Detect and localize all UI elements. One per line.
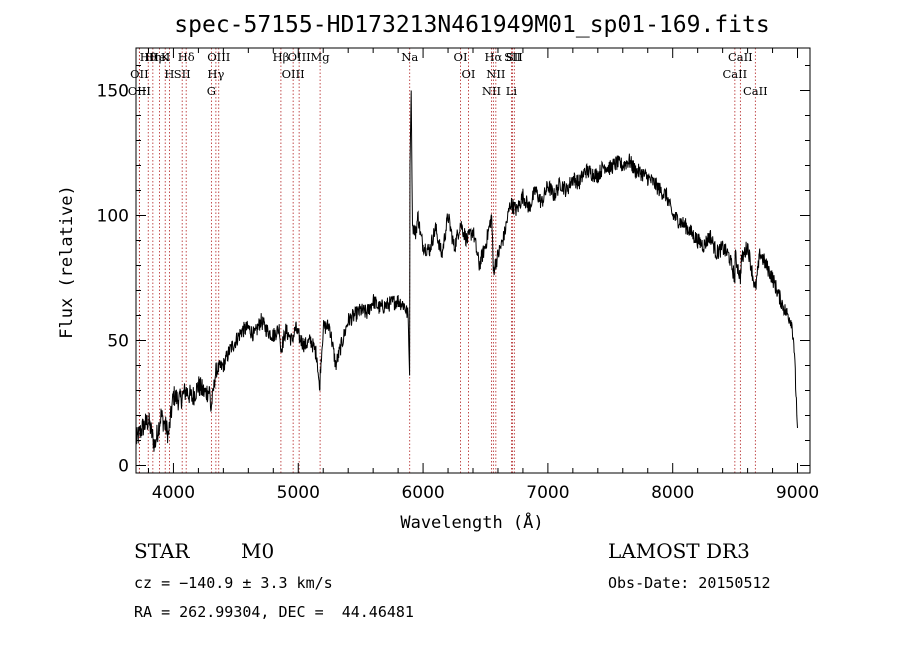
- spectral-line-label: CaII: [722, 67, 747, 81]
- x-tick-label: 4000: [152, 483, 195, 503]
- spectral-line-label: Hγ: [207, 67, 224, 81]
- y-tick-label: 0: [118, 457, 129, 477]
- x-tick-label: 8000: [651, 483, 694, 503]
- x-tick-label: 5000: [277, 483, 320, 503]
- spectral-line-label: NII: [486, 67, 505, 81]
- spectral-line-label: OIII: [207, 50, 230, 64]
- spectral-line-label: OIII: [288, 50, 311, 64]
- spectral-line-label: SII: [506, 50, 523, 64]
- spectral-line-label: Mg: [311, 50, 331, 64]
- spectral-line-label: Hβ: [273, 50, 290, 64]
- spectral-line-label: OI: [454, 50, 468, 64]
- survey-name: LAMOST DR3: [608, 539, 750, 563]
- observation-date: Obs-Date: 20150512: [608, 574, 771, 592]
- spectral-line-label: Hθ: [140, 50, 157, 64]
- spectral-line-label: OI: [462, 67, 476, 81]
- spectral-line-label: SII: [504, 50, 521, 64]
- plot-frame: [135, 47, 811, 474]
- coordinates-readout: RA = 262.99304, DEC = 44.46481: [134, 603, 414, 621]
- spectral-line-label: OII: [130, 67, 149, 81]
- spectral-line-label: OIII: [282, 67, 305, 81]
- spectral-line-label: Hα: [484, 50, 502, 64]
- redshift-readout: cz = −140.9 ± 3.3 km/s: [134, 574, 333, 592]
- y-tick-label: 150: [97, 82, 129, 102]
- axis-ticks: 4000 5000 6000 7000 8000 9000 0 50 100 150: [97, 48, 819, 503]
- x-tick-label: 9000: [776, 483, 819, 503]
- spectral-line-label: CaII: [743, 84, 768, 98]
- x-tick-label: 7000: [526, 483, 569, 503]
- y-axis-label: Flux (relative): [57, 185, 77, 339]
- spectral-line-label: H: [164, 67, 174, 81]
- y-tick-label: 50: [107, 332, 129, 352]
- spectral-line-label: G: [207, 84, 216, 98]
- spectral-line-markers: [138, 48, 756, 473]
- spectral-line-label: Li: [506, 84, 518, 98]
- spectral-line-label: K: [161, 50, 170, 64]
- spectral-line-label: Hδ: [178, 50, 195, 64]
- spectral-line-label: CaII: [728, 50, 753, 64]
- spectral-line-label: NII: [482, 84, 501, 98]
- y-tick-label: 100: [97, 207, 129, 227]
- spectrum-series-line: [135, 90, 798, 452]
- chart-title: spec-57155-HD173213N461949M01_sp01-169.f…: [174, 12, 769, 38]
- spectral-line-label: Na: [401, 50, 418, 64]
- object-class: STAR: [134, 539, 190, 563]
- x-axis-label: Wavelength (Å): [400, 511, 543, 533]
- spectral-line-label: SII: [174, 67, 191, 81]
- x-tick-label: 6000: [401, 483, 444, 503]
- spectral-line-label: Hη: [144, 50, 161, 64]
- object-subclass: M0: [241, 539, 275, 563]
- spectral-line-label: HeI: [149, 50, 170, 64]
